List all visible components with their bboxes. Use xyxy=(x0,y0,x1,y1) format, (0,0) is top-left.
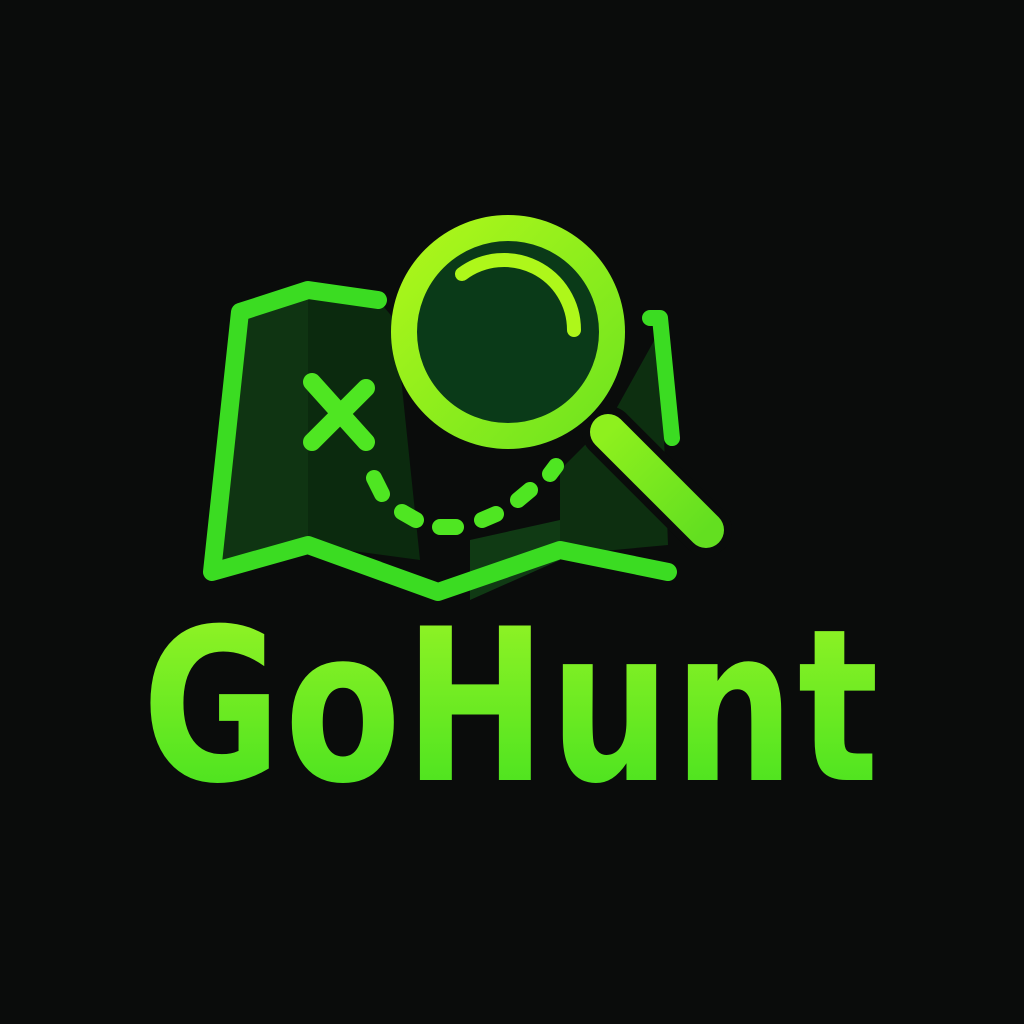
x-marks-the-spot-icon xyxy=(303,373,375,451)
wordmark-logo: GoHunt xyxy=(142,600,882,830)
magnifying-glass-icon xyxy=(391,215,732,556)
dotted-trail-icon xyxy=(366,458,564,535)
brand-name: GoHunt xyxy=(142,600,882,830)
gohunt-emblem xyxy=(203,215,732,601)
treasure-map-icon xyxy=(203,281,680,601)
